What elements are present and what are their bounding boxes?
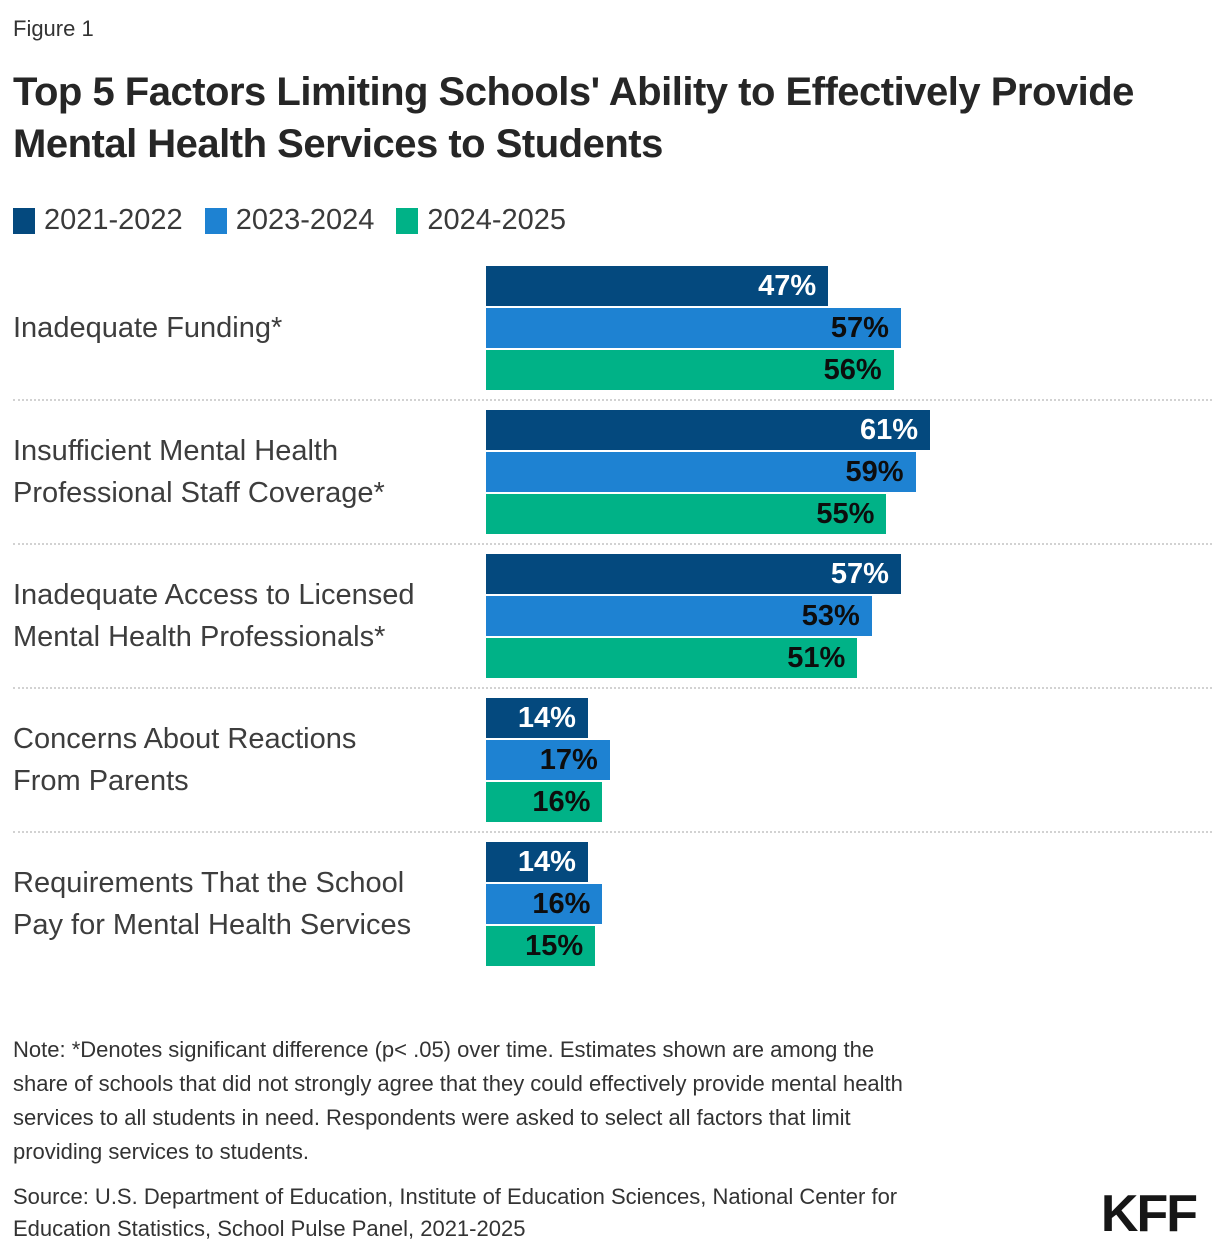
bar-value-label: 57% (830, 311, 889, 344)
note-line: share of schools that did not strongly a… (13, 1071, 903, 1096)
category-label: Concerns About Reactions From Parents (13, 718, 486, 802)
bar-value-label: 55% (816, 497, 875, 530)
legend-swatch (204, 207, 227, 234)
bar-2021-2022: 57% (486, 554, 901, 594)
bar-value-label: 16% (532, 887, 591, 920)
note-line: providing services to students. (13, 1139, 309, 1164)
kff-logo: KFF (1100, 1185, 1198, 1243)
category-label-line: Pay for Mental Health Services (13, 909, 412, 941)
legend-swatch (13, 207, 35, 234)
bar-2023-2024: 16% (486, 884, 603, 924)
figure-label: Figure 1 (13, 16, 94, 41)
bar-group: 61% 59% 55% (486, 410, 1212, 534)
bar-2021-2022: 14% (486, 698, 588, 738)
bar-value-label: 61% (860, 413, 919, 446)
bar-value-label: 15% (525, 929, 584, 962)
bar-2023-2024: 57% (486, 308, 901, 348)
category-label-line: Professional Staff Coverage* (13, 477, 385, 509)
bar-value-label: 14% (517, 701, 576, 734)
bar-chart: Inadequate Funding* 47% 57% 56% Insufficient… (13, 257, 1212, 975)
bar-group: 14% 17% 16% (486, 698, 1212, 822)
bar-2023-2024: 17% (486, 740, 610, 780)
bar-2021-2022: 47% (486, 266, 829, 306)
source-line: Source: U.S. Department of Education, In… (13, 1184, 898, 1209)
bar-value-label: 59% (845, 455, 904, 488)
bar-value-label: 56% (823, 353, 882, 386)
bar-value-label: 17% (539, 743, 598, 776)
category-label-line: Inadequate Funding* (13, 312, 283, 344)
legend-label: 2024-2025 (427, 204, 567, 236)
note-text: Note: *Denotes significant difference (p… (13, 1033, 1220, 1169)
bar-2021-2022: 14% (486, 842, 588, 882)
chart-row: Requirements That the School Pay for Ment… (13, 833, 1212, 975)
bar-2023-2024: 59% (486, 452, 916, 492)
chart-title-line: Mental Health Services to Students (13, 122, 663, 166)
category-label-line: Mental Health Professionals* (13, 621, 386, 653)
chart-title-line: Top 5 Factors Limiting Schools' Ability … (13, 70, 1134, 114)
legend-item: 2023-2024 (204, 204, 375, 237)
category-label: Inadequate Access to Licensed Mental Heal… (13, 574, 486, 658)
legend-item: 2024-2025 (396, 204, 566, 237)
bar-2024-2025: 51% (486, 638, 858, 678)
bar-2023-2024: 53% (486, 596, 872, 636)
category-label: Inadequate Funding* (13, 307, 486, 349)
bar-value-label: 47% (758, 269, 817, 302)
chart-row: Inadequate Funding* 47% 57% 56% (13, 257, 1212, 401)
bar-group: 14% 16% 15% (486, 842, 1212, 966)
category-label-line: Concerns About Reactions (13, 723, 357, 755)
bar-value-label: 53% (801, 599, 860, 632)
note-line: Note: *Denotes significant difference (p… (13, 1037, 875, 1062)
bar-2024-2025: 56% (486, 350, 894, 390)
bar-2024-2025: 16% (486, 782, 603, 822)
bar-group: 47% 57% 56% (486, 266, 1212, 390)
bar-2024-2025: 55% (486, 494, 887, 534)
bar-value-label: 57% (830, 557, 889, 590)
chart-row: Inadequate Access to Licensed Mental Heal… (13, 545, 1212, 689)
category-label: Requirements That the School Pay for Ment… (13, 862, 486, 946)
legend-item: 2021-2022 (13, 204, 183, 237)
legend: 2021-2022 2023-2024 2024-2025 (13, 204, 1220, 237)
category-label-line: From Parents (13, 765, 189, 797)
legend-swatch (396, 207, 419, 234)
category-label-line: Inadequate Access to Licensed (13, 579, 415, 611)
bar-2021-2022: 61% (486, 410, 931, 450)
category-label-line: Requirements That the School (13, 867, 405, 899)
legend-label: 2021-2022 (44, 204, 183, 236)
source-text: Source: U.S. Department of Education, In… (13, 1181, 1220, 1245)
chart-row: Concerns About Reactions From Parents 14% 1… (13, 689, 1212, 833)
bar-group: 57% 53% 51% (486, 554, 1212, 678)
chart-title: Top 5 Factors Limiting Schools' Ability … (13, 66, 1220, 170)
bar-value-label: 51% (787, 641, 846, 674)
source-line: Education Statistics, School Pulse Panel… (13, 1216, 526, 1241)
category-label-line: Insufficient Mental Health (13, 435, 339, 467)
category-label: Insufficient Mental Health Professional S… (13, 430, 486, 514)
legend-label: 2023-2024 (235, 204, 375, 236)
bar-value-label: 16% (532, 785, 591, 818)
bar-value-label: 14% (517, 845, 576, 878)
chart-row: Insufficient Mental Health Professional S… (13, 401, 1212, 545)
note-line: services to all students in need. Respon… (13, 1105, 851, 1130)
bar-2024-2025: 15% (486, 926, 596, 966)
